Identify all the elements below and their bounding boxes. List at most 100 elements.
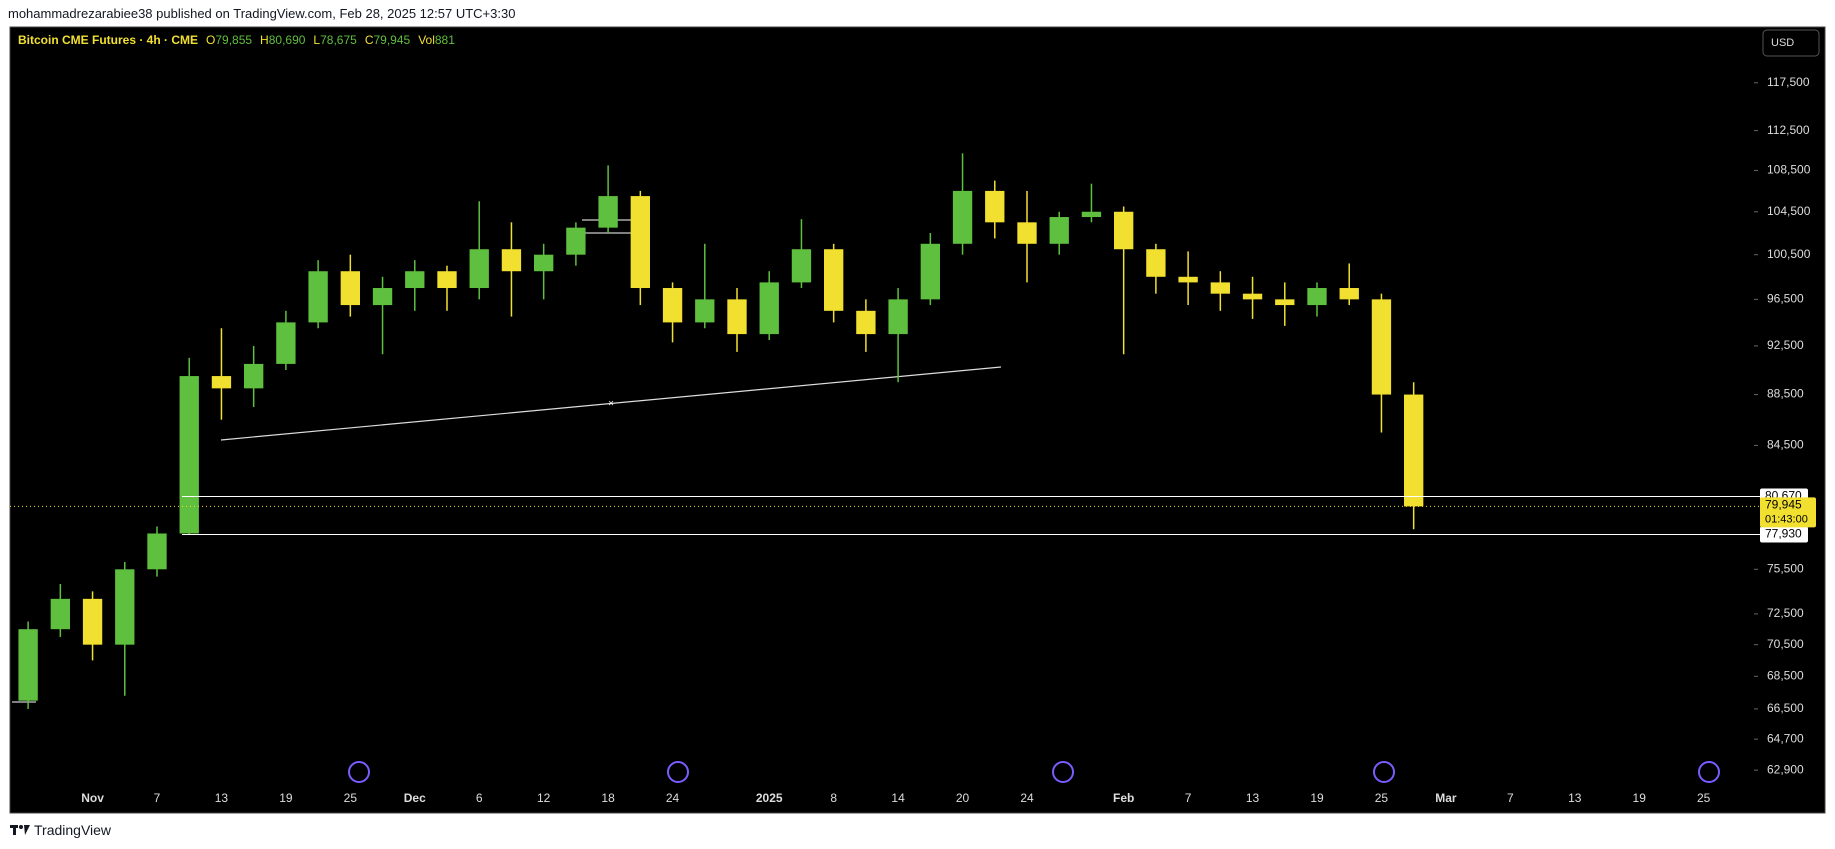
candle-body (1210, 282, 1230, 294)
last-price-label: 79,945 (1765, 498, 1802, 512)
candle-body (1275, 299, 1295, 306)
candle-body (985, 190, 1005, 223)
y-tick-label: 108,500 (1767, 163, 1811, 177)
candle-body (920, 243, 940, 300)
x-tick-label: 19 (1633, 791, 1647, 805)
legend-key: C (365, 33, 374, 47)
candle-body (566, 227, 586, 255)
candle-body (1307, 288, 1327, 306)
x-tick-label: Mar (1435, 791, 1457, 805)
x-tick-label: 2025 (756, 791, 783, 805)
candle-body (1146, 249, 1166, 277)
legend-key: Vol (418, 33, 435, 47)
x-tick-label: 12 (537, 791, 551, 805)
candle-body (1339, 288, 1359, 300)
y-tick-label: 92,500 (1767, 338, 1804, 352)
candle-body (727, 299, 747, 335)
y-tick-label: 100,500 (1767, 247, 1811, 261)
published-line: mohammadrezarabiee38 published on Tradin… (8, 6, 516, 21)
currency-label: USD (1771, 37, 1794, 49)
symbol-legend: Bitcoin CME Futures · 4h · CME O 79,855 H 8… (18, 33, 455, 47)
legend-value: 79,855 (215, 33, 252, 47)
countdown-label: 01:43:00 (1765, 513, 1808, 525)
chart-frame (9, 26, 1826, 814)
x-tick-label: 24 (666, 791, 680, 805)
candle-body (630, 196, 650, 289)
candle-body (308, 271, 328, 323)
y-tick-label: 64,700 (1767, 731, 1804, 745)
candle-body (1081, 211, 1102, 218)
x-tick-label: 14 (891, 791, 905, 805)
candle-body (759, 282, 779, 335)
x-tick-label: 6 (476, 791, 483, 805)
x-tick-label: 7 (1507, 791, 1514, 805)
x-tick-label: 13 (215, 791, 229, 805)
candle-body (82, 598, 103, 645)
candle-body (405, 271, 425, 289)
candle-body (211, 376, 232, 389)
event-icon[interactable] (1698, 761, 1720, 783)
candle-body (276, 322, 296, 364)
candle-body (824, 249, 844, 311)
legend-value: 881 (435, 33, 455, 47)
trend-marker: × (608, 399, 614, 410)
x-tick-label: 7 (1185, 791, 1192, 805)
candle-body (952, 190, 973, 244)
candle-body (147, 533, 167, 570)
y-tick-label: 117,500 (1767, 75, 1810, 89)
y-tick-label: 68,500 (1767, 669, 1804, 683)
legend-value: 78,675 (320, 33, 357, 47)
x-tick-label: 18 (601, 791, 615, 805)
x-tick-label: 7 (154, 791, 161, 805)
y-tick-label: 75,500 (1767, 561, 1804, 575)
candle-body (437, 271, 457, 289)
currency-button[interactable] (1762, 29, 1820, 57)
x-tick-label: Dec (404, 791, 426, 805)
candle-body (340, 271, 360, 306)
x-tick-label: 25 (1375, 791, 1389, 805)
candle-body (1114, 211, 1134, 250)
x-tick-label: 19 (279, 791, 293, 805)
candle-body (1178, 276, 1198, 283)
event-icon[interactable] (1052, 761, 1074, 783)
x-tick-label: 20 (956, 791, 970, 805)
x-tick-label: Nov (81, 791, 104, 805)
candle-body (50, 598, 70, 630)
candle-body (695, 299, 715, 323)
x-tick-label: Feb (1113, 791, 1134, 805)
brand-name: TradingView (34, 822, 112, 838)
candle-body (115, 569, 135, 645)
brand-logo (10, 825, 30, 835)
candle-body (372, 288, 393, 306)
legend-key: O (206, 33, 215, 47)
y-tick-label: 72,500 (1767, 606, 1804, 620)
x-tick-label: 19 (1310, 791, 1324, 805)
legend-key: H (260, 33, 269, 47)
x-tick-label: 8 (830, 791, 837, 805)
brand: TradingView (10, 822, 111, 838)
candle-body (534, 254, 554, 272)
last-price-tag (1760, 497, 1816, 528)
candle-body (662, 288, 683, 323)
candle-body (856, 310, 876, 335)
event-icon[interactable] (348, 761, 370, 783)
candle-body (791, 249, 812, 283)
candle-body (179, 376, 199, 534)
event-icon[interactable] (667, 761, 689, 783)
x-tick-label: 24 (1020, 791, 1034, 805)
symbol-title: Bitcoin CME Futures · 4h · CME (18, 33, 198, 47)
candle-body (244, 363, 264, 389)
y-tick-label: 66,500 (1767, 701, 1804, 715)
x-tick-label: 13 (1246, 791, 1260, 805)
y-tick-label: 62,900 (1767, 762, 1804, 776)
x-tick-label: 13 (1568, 791, 1582, 805)
event-icon[interactable] (1373, 761, 1395, 783)
candle-body (469, 249, 489, 289)
legend-key: L (313, 33, 320, 47)
y-tick-label: 104,500 (1767, 204, 1811, 218)
y-tick-label: 84,500 (1767, 438, 1804, 452)
legend-value: 80,690 (269, 33, 306, 47)
candle-body (1242, 293, 1263, 300)
y-tick-label: 70,500 (1767, 637, 1804, 651)
y-tick-label: 112,500 (1767, 123, 1810, 137)
